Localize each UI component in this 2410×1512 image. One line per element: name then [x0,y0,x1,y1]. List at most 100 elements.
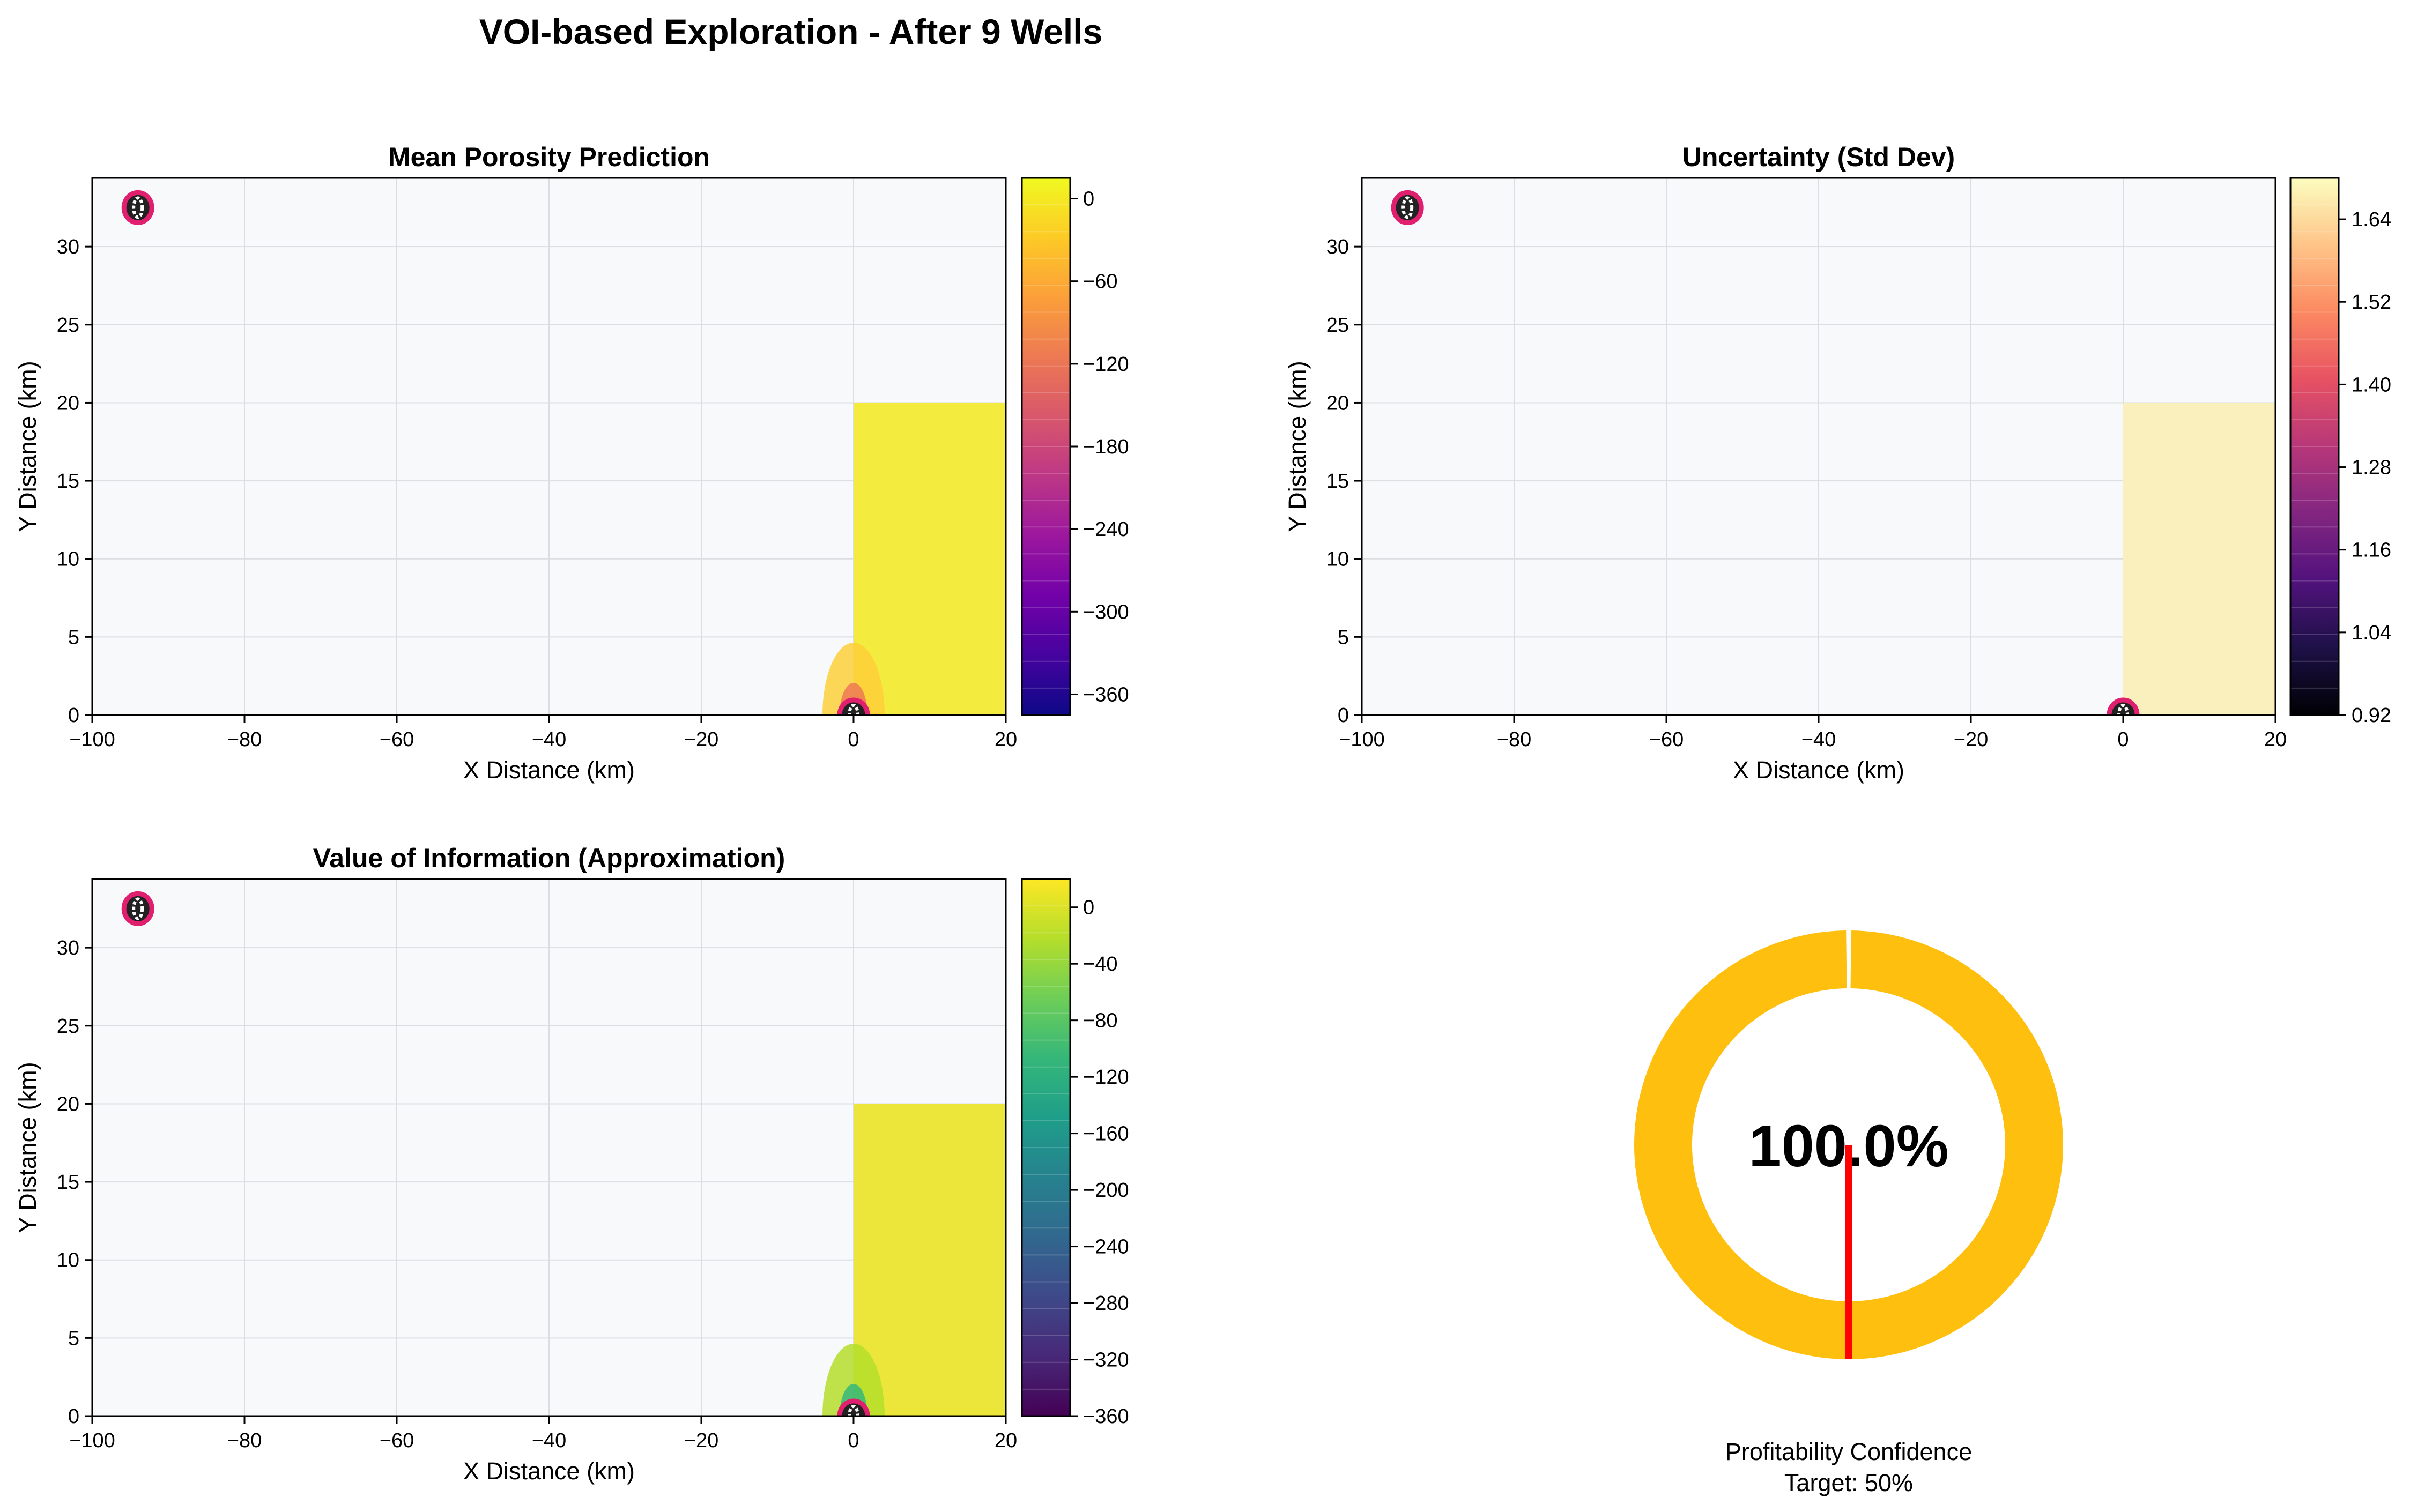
y-tick-label: 25 [1326,314,1349,337]
colorbar-tick-label: 0.92 [2352,704,2391,727]
well-marker-1 [1391,190,1424,225]
y-tick-label: 10 [57,1249,79,1272]
well-marker-2 [837,697,870,715]
colorbar-tick-label: −120 [1083,1066,1129,1089]
filled-region [2123,403,2275,715]
y-tick-label: 30 [57,937,79,959]
y-axis-label: Y Distance (km) [1284,361,1311,532]
gauge-caption-target: Target: 50% [1784,1469,1913,1496]
x-tick-label: −20 [684,1429,718,1452]
y-tick-label: 15 [57,1171,79,1194]
y-axis-label: Y Distance (km) [14,361,41,532]
y-tick-label: 0 [68,1405,79,1428]
colorbar-frame [2289,177,2340,716]
x-tick-label: 0 [2117,728,2129,751]
well-marker-core [1393,192,1422,223]
panel-title: Mean Porosity Prediction [388,142,710,172]
colorbar-tick-label: −360 [1083,1405,1129,1428]
y-tick-label: 30 [1326,236,1349,258]
x-tick-label: 20 [995,1429,1017,1452]
well-marker-label [848,1405,859,1416]
x-tick-label: −100 [1339,728,1385,751]
well-marker-core [124,893,152,924]
x-tick-label: −40 [532,728,566,751]
x-tick-label: −100 [69,1429,115,1452]
x-tick-label: 20 [2264,728,2287,751]
well-marker-ring [1391,190,1424,225]
colorbar-frame [1021,878,1071,1417]
colorbar-tick-label: −40 [1083,953,1117,975]
heatmap-panel-2: −100 −80 −60 −40 −20 0 20 0 5 10 15 20 25 30 Uncertain… [1284,142,2391,784]
y-tick-label: 10 [1326,548,1349,571]
y-tick-label: 20 [1326,392,1349,414]
x-axis-label: X Distance (km) [1733,756,1904,784]
y-tick-label: 5 [68,626,79,649]
y-tick-label: 25 [57,1015,79,1038]
x-tick-label: −80 [227,1429,262,1452]
y-tick-label: 20 [57,392,79,414]
colorbar-tick-label: −320 [1083,1349,1129,1372]
well-marker-1 [121,190,154,225]
filled-region [854,403,1006,715]
data-layer [1391,190,2275,715]
y-tick-label: 5 [68,1327,79,1350]
well-marker-label [848,704,859,715]
gauge-caption-title: Profitability Confidence [1725,1438,1972,1465]
x-tick-label: −80 [1497,728,1531,751]
x-tick-label: −60 [380,728,414,751]
well-marker-1 [121,891,154,926]
well-marker-ring [121,891,154,926]
colorbar-gradient [1022,178,1070,715]
near-zero-contour [822,1344,885,1416]
x-tick-label: −60 [380,1429,414,1452]
colorbar-tick-label: −80 [1083,1010,1117,1032]
colorbar-tick-label: 0 [1083,188,1094,211]
y-tick-label: 0 [1338,704,1349,727]
x-tick-label: −100 [69,728,115,751]
colorbar-tick-label: −120 [1083,353,1129,376]
x-tick-label: −40 [532,1429,566,1452]
colorbar-tick-label: 1.64 [2352,208,2391,231]
colorbar-tick-label: −300 [1083,601,1129,623]
colorbar-tick-label: −240 [1083,1236,1129,1258]
x-tick-label: 20 [995,728,1017,751]
data-layer [121,891,1006,1416]
well-marker-ring [837,697,870,715]
colorbar-tick-label: −240 [1083,518,1129,541]
x-tick-label: −60 [1649,728,1684,751]
y-tick-label: 30 [57,236,79,258]
colorbar-tick-label: −360 [1083,683,1129,706]
colorbar-tick-label: 1.04 [2352,622,2391,644]
colorbar-tick-label: −60 [1083,271,1117,293]
colorbar-gradient [1022,879,1070,1416]
well-marker-core [124,192,152,223]
colorbar: 0.92 1.04 1.16 1.28 1.40 1.52 1.64 [2289,177,2391,727]
colorbar-gradient [2290,178,2339,715]
colorbar: 0 −60 −120 −180 −240 −300 −360 [1021,177,1129,716]
well-marker-ring [121,190,154,225]
filled-region [854,1104,1006,1416]
x-tick-label: 0 [848,728,859,751]
colorbar-tick-label: −160 [1083,1123,1129,1145]
y-tick-label: 10 [57,548,79,571]
y-tick-label: 20 [57,1093,79,1115]
y-tick-label: 15 [1326,470,1349,493]
colorbar-tick-label: 1.28 [2352,457,2391,479]
colorbar: 0 −40 −80 −120 −160 −200 −240 −280 −320 −360 [1021,878,1129,1428]
well-marker-2 [837,1398,870,1416]
x-tick-label: −20 [1954,728,1988,751]
near-zero-contour [822,643,885,715]
colorbar-tick-label: −200 [1083,1179,1129,1202]
y-tick-label: 15 [57,470,79,493]
x-tick-label: −20 [684,728,718,751]
colorbar-tick-label: 1.16 [2352,539,2391,562]
x-tick-label: −40 [1801,728,1836,751]
colorbar-tick-label: 0 [1083,897,1094,919]
well-marker-ring [837,1398,870,1416]
x-tick-label: 0 [848,1429,859,1452]
panel-title: Value of Information (Approximation) [313,843,785,873]
colorbar-tick-label: 1.52 [2352,291,2391,314]
heatmap-panel-1: −100 −80 −60 −40 −20 0 20 0 5 10 15 20 25 30 Mean Poro… [14,142,1129,784]
